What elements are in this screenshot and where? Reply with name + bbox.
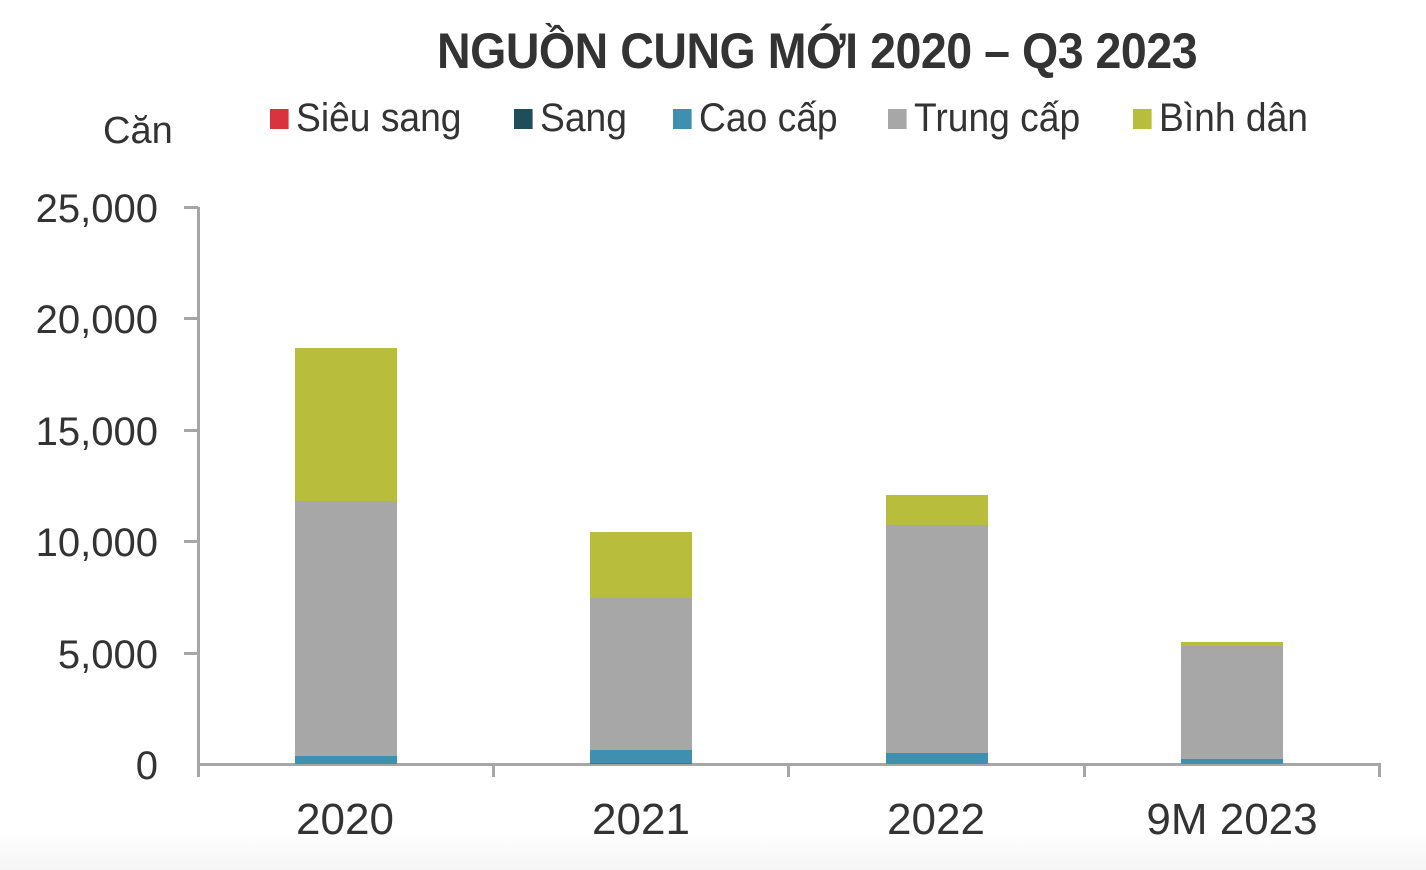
y-axis-line [197, 207, 200, 777]
bar-segment [1181, 759, 1283, 764]
legend-item-sieu-sang: Siêu sang [270, 96, 462, 141]
legend-item-sang: Sang [513, 96, 627, 141]
y-tick-mark [184, 206, 198, 209]
legend-swatch-sieu-sang [270, 108, 289, 129]
bar-2020 [295, 348, 397, 764]
y-tick-label: 20,000 [35, 298, 158, 342]
bar-segment [590, 749, 692, 763]
bar-segment [590, 762, 692, 764]
x-tick-label: 2022 [887, 795, 985, 844]
x-tick-mark [492, 764, 495, 777]
bar-2021 [590, 532, 692, 764]
x-tick-label: 9M 2023 [1146, 795, 1318, 844]
legend-label: Trung cấp [914, 96, 1081, 140]
legend-item-binh-dan: Bình dân [1132, 96, 1308, 141]
legend-label: Sang [539, 96, 627, 140]
legend-swatch-binh-dan [1132, 108, 1152, 129]
y-axis-unit-label: Căn [103, 110, 173, 152]
legend-swatch-cao-cap [673, 108, 692, 129]
x-tick-label: 2020 [296, 795, 394, 844]
bar-segment [590, 598, 692, 750]
y-tick-mark [184, 540, 198, 543]
bar-2022 [886, 495, 988, 764]
legend-label: Siêu sang [296, 96, 462, 140]
y-tick-mark [184, 652, 198, 655]
legend: Siêu sang Sang Cao cấp Trung cấp Bình dâ… [270, 96, 1359, 141]
x-tick-mark [1378, 764, 1381, 777]
y-tick-label: 25,000 [35, 187, 158, 231]
x-tick-label: 2021 [592, 795, 690, 844]
legend-swatch-sang [513, 108, 533, 129]
bar-segment [1181, 645, 1283, 760]
bar-segment [295, 501, 397, 756]
y-tick-mark [184, 429, 198, 432]
bar-segment [590, 532, 692, 599]
bottom-fade [0, 830, 1426, 870]
legend-item-trung-cap: Trung cấp [888, 96, 1080, 141]
bar-9m-2023 [1181, 641, 1283, 764]
y-tick-label: 0 [135, 744, 158, 788]
bar-segment [886, 495, 988, 525]
x-tick-mark [787, 764, 790, 777]
bar-segment [1181, 641, 1283, 646]
legend-label: Cao cấp [699, 96, 838, 140]
bar-segment [886, 753, 988, 764]
y-tick-label: 5,000 [57, 633, 158, 677]
legend-item-cao-cap: Cao cấp [673, 96, 838, 141]
y-tick-label: 10,000 [35, 521, 158, 565]
bar-segment [295, 755, 397, 764]
bar-segment [295, 348, 397, 502]
legend-label: Bình dân [1158, 96, 1308, 140]
y-tick-mark [184, 317, 198, 320]
bar-segment [886, 524, 988, 754]
legend-swatch-trung-cap [888, 108, 907, 129]
x-tick-mark [1083, 764, 1086, 777]
y-tick-label: 15,000 [35, 410, 158, 454]
chart-title: NGUỒN CUNG MỚI 2020 – Q3 2023 [437, 23, 1198, 79]
